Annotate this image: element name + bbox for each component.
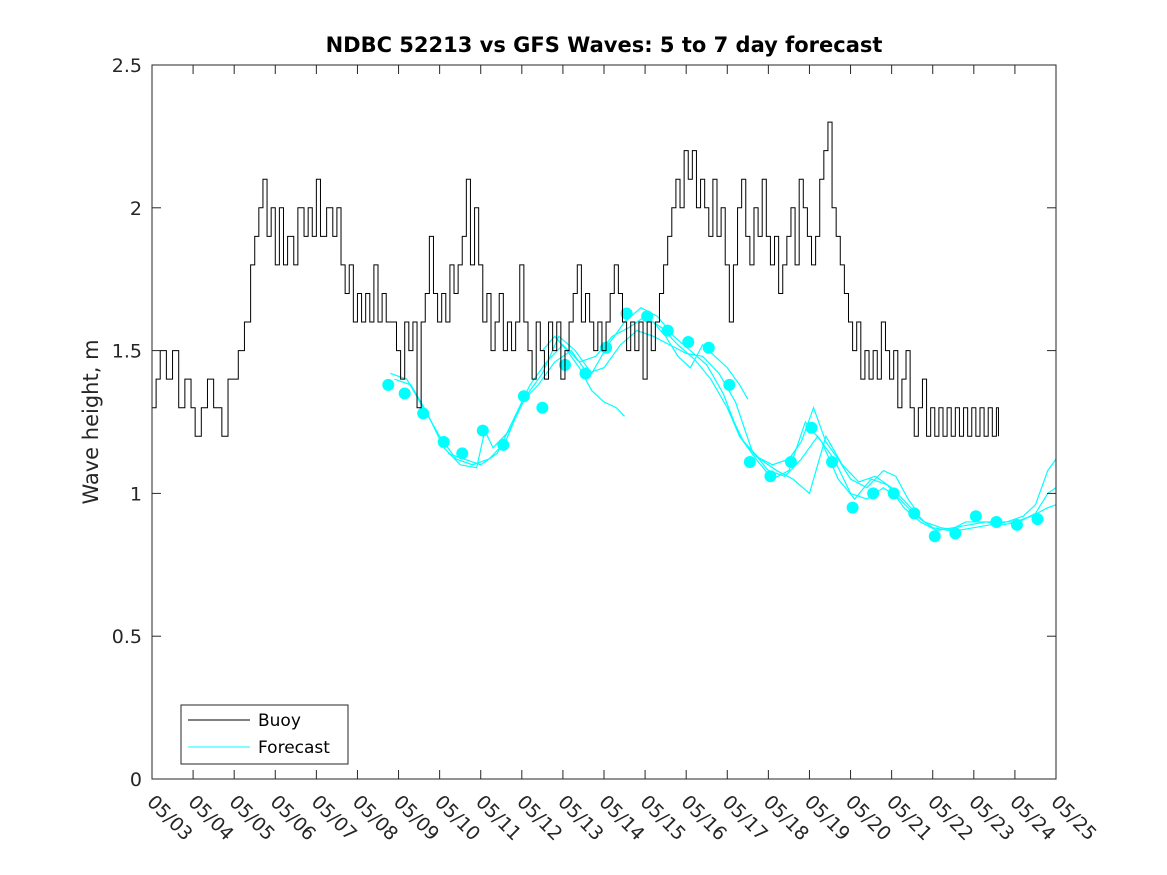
y-axis-label: Wave height, m [79,339,103,504]
forecast-marker [476,424,489,437]
y-tick-label: 2.5 [112,55,142,77]
forecast-marker [743,455,756,468]
y-tick-label: 0 [130,769,142,791]
forecast-marker [784,455,797,468]
forecast-marker [641,310,654,323]
forecast-run-line [652,321,749,400]
forecast-marker [990,515,1003,528]
forecast-marker [846,501,859,514]
forecast-marker [949,527,962,540]
forecast-marker [382,378,395,391]
forecast-series [382,307,1057,543]
forecast-marker [579,367,592,380]
forecast-marker [682,336,695,349]
forecast-marker [723,378,736,391]
legend: Buoy Forecast [180,704,349,765]
forecast-marker [702,341,715,354]
forecast-marker [764,470,777,483]
y-tick-label: 1 [130,483,142,505]
forecast-marker [867,487,880,500]
forecast-marker [826,455,839,468]
forecast-marker [456,447,469,460]
chart-title: NDBC 52213 vs GFS Waves: 5 to 7 day fore… [326,33,883,57]
y-tick-label: 0.5 [112,626,142,648]
buoy-series [152,121,999,437]
forecast-marker [620,307,633,320]
forecast-marker [417,407,430,420]
forecast-marker [1010,518,1023,531]
forecast-marker [887,487,900,500]
y-tick-label: 1.5 [112,341,142,363]
legend-box [180,704,349,765]
forecast-marker [908,507,921,520]
legend-forecast-label: Forecast [258,738,330,758]
forecast-marker [398,387,411,400]
forecast-marker [517,390,530,403]
forecast-marker [661,324,674,337]
y-tick-label: 2 [130,198,142,220]
forecast-marker [536,401,549,414]
forecast-run-line [394,307,1057,532]
plot-area [152,65,1056,779]
buoy-line [152,121,999,437]
forecast-run-line [447,315,1057,532]
forecast-marker [928,530,941,543]
forecast-marker [437,435,450,448]
forecast-marker [805,421,818,434]
forecast-run-line [726,405,917,511]
forecast-marker [1031,513,1044,526]
forecast-marker [497,438,510,451]
forecast-marker [969,510,982,523]
legend-buoy-label: Buoy [258,711,301,731]
